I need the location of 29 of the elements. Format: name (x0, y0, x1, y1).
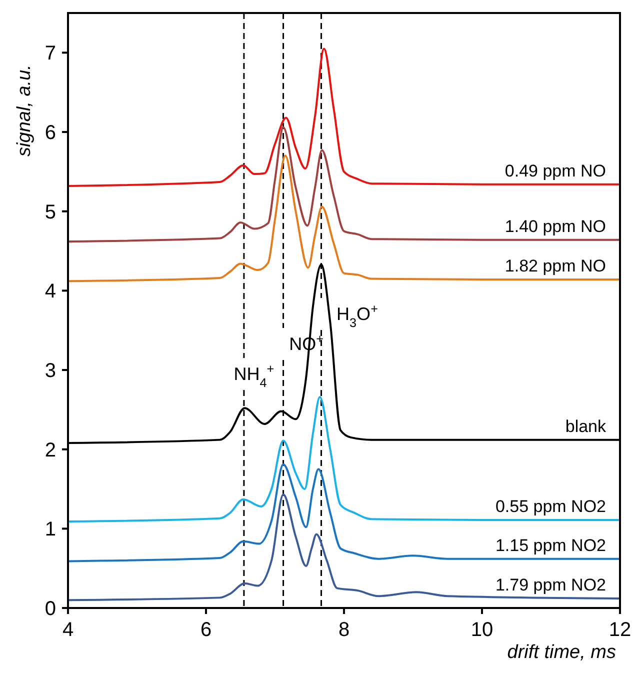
x-tick-label: 8 (338, 619, 350, 641)
line-series (67, 48, 621, 187)
series-label: 1.79 ppm NO2 (495, 575, 606, 594)
y-axis-title: signal, a.u. (14, 64, 35, 156)
y-tick-label: 0 (44, 598, 56, 620)
line-series (67, 154, 621, 282)
series-label: blank (565, 416, 606, 436)
x-tick-label: 12 (608, 619, 632, 641)
x-axis-title: drift time, ms (507, 642, 616, 663)
y-tick-label: 5 (44, 201, 56, 224)
line-series (67, 494, 621, 602)
line-series (67, 463, 621, 562)
series-label: 0.49 ppm NO (504, 161, 606, 180)
y-tick-label: 6 (44, 122, 56, 144)
series-label: 1.82 ppm NO (504, 256, 606, 276)
x-tick-label: 4 (62, 619, 74, 641)
line-series (67, 126, 621, 242)
y-tick-label: 4 (44, 280, 56, 303)
series-label: 1.40 ppm NO (504, 216, 606, 236)
y-tick-label: 3 (44, 360, 56, 382)
series-label: 0.55 ppm NO2 (495, 496, 606, 516)
y-tick-label: 1 (44, 518, 56, 541)
x-tick-label: 6 (200, 619, 212, 641)
ref-line-label: H$_{3}$O$^{+}$ (336, 302, 378, 330)
y-tick-label: 7 (44, 42, 56, 65)
line-series (67, 396, 621, 523)
y-tick-label: 2 (44, 439, 56, 462)
series-label: 1.15 ppm NO2 (495, 536, 606, 555)
x-tick-label: 10 (470, 619, 494, 641)
